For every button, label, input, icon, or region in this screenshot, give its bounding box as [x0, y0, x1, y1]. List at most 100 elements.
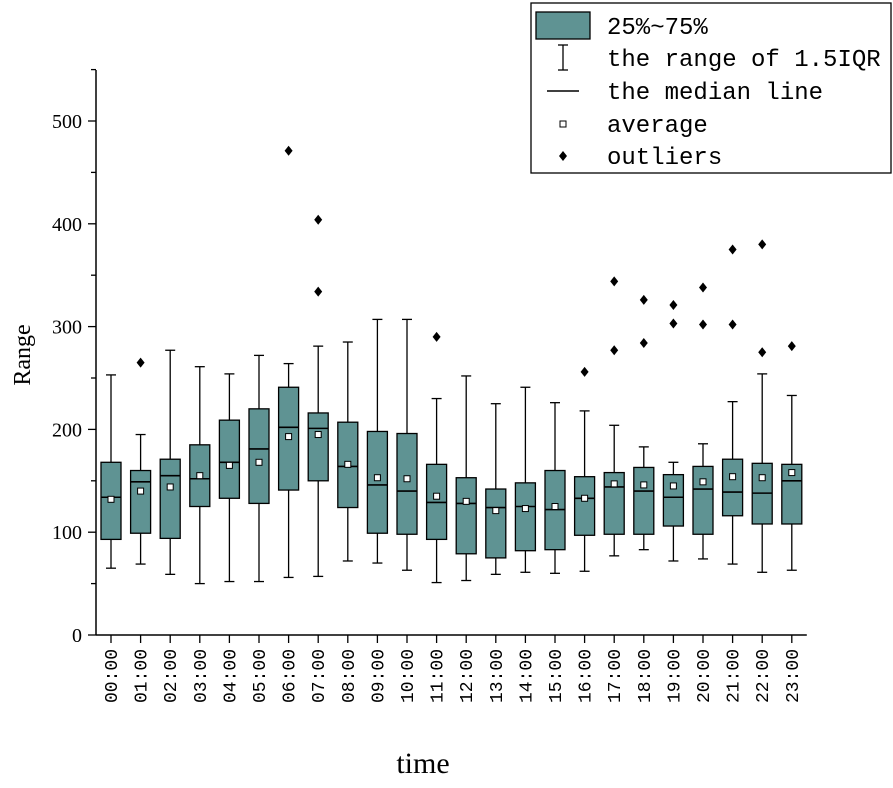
x-tick-label: 07:00 — [310, 649, 330, 703]
mean-marker — [462, 497, 470, 505]
mean-marker — [729, 473, 737, 481]
outlier-point — [314, 214, 323, 225]
box-15-00 — [544, 402, 566, 574]
iqr-box — [159, 458, 181, 540]
x-tick-label: 14:00 — [517, 649, 537, 703]
outlier-point — [669, 300, 678, 311]
x-tick-label: 20:00 — [695, 649, 715, 703]
x-tick-label: 04:00 — [221, 649, 241, 703]
iqr-box — [218, 419, 241, 499]
x-tick-label: 22:00 — [754, 649, 774, 703]
outlier-point — [314, 286, 323, 297]
iqr-box — [307, 412, 329, 482]
box-10-00 — [396, 318, 418, 571]
box-07-00 — [307, 214, 329, 578]
box-09-00 — [366, 318, 389, 564]
outlier-point — [699, 319, 707, 330]
x-tick-label: 12:00 — [458, 649, 478, 703]
box-05-00 — [248, 354, 270, 583]
box-18-00 — [633, 294, 655, 551]
mean-marker — [285, 433, 293, 441]
iqr-box — [692, 465, 714, 535]
outlier-point — [758, 239, 767, 250]
outlier-point — [787, 341, 796, 352]
box-14-00 — [514, 386, 537, 573]
x-tick-label: 03:00 — [192, 649, 212, 703]
iqr-box — [662, 473, 685, 527]
iqr-box — [248, 408, 270, 505]
mean-marker — [610, 480, 618, 488]
outlier-point — [728, 319, 737, 330]
y-tick-label: 500 — [52, 111, 82, 133]
x-tick-label: 23:00 — [784, 649, 804, 703]
outlier-point — [610, 345, 619, 356]
iqr-box — [485, 488, 507, 559]
box-11-00 — [425, 331, 448, 584]
iqr-box — [603, 471, 625, 535]
outlier-point — [639, 338, 648, 349]
x-tick-label: 09:00 — [369, 649, 389, 703]
x-tick-label: 06:00 — [281, 649, 301, 703]
mean-marker — [166, 483, 174, 491]
y-tick-label: 200 — [52, 419, 82, 441]
mean-marker — [551, 503, 559, 510]
mean-marker — [640, 481, 648, 489]
outlier-point — [610, 276, 619, 287]
legend-entry-label: the median line — [607, 80, 823, 107]
mean-marker — [225, 461, 233, 469]
outlier-point — [699, 282, 707, 293]
box-01-00 — [129, 357, 152, 565]
box-12-00 — [455, 375, 477, 582]
x-tick-label: 10:00 — [399, 649, 419, 703]
x-tick-label: 19:00 — [665, 649, 685, 703]
y-tick-label: 0 — [72, 625, 82, 647]
box-19-00 — [662, 300, 685, 562]
legend-swatch-box — [535, 11, 591, 40]
y-tick-label: 100 — [52, 522, 82, 544]
box-16-00 — [573, 366, 596, 572]
mean-marker — [699, 478, 707, 486]
legend-entry-label: 25%~75% — [607, 15, 708, 42]
iqr-box — [366, 430, 389, 534]
x-tick-label: 05:00 — [251, 649, 271, 703]
iqr-box — [129, 469, 152, 534]
iqr-box — [781, 463, 803, 525]
box-04-00 — [218, 373, 241, 583]
x-tick-label: 21:00 — [725, 649, 745, 703]
mean-marker — [196, 472, 204, 480]
box-02-00 — [159, 349, 181, 575]
iqr-box — [721, 458, 744, 517]
legend-entry-label: the range of 1.5IQR — [607, 47, 881, 74]
x-tick-label: 02:00 — [162, 649, 182, 703]
legend-frame — [530, 2, 892, 174]
y-tick-label: 300 — [52, 317, 82, 339]
legend-entry-label: outliers — [607, 145, 722, 172]
outlier-point — [580, 366, 589, 377]
legend-mean-symbol — [559, 120, 567, 128]
box-20-00 — [692, 282, 714, 560]
x-tick-label: 17:00 — [606, 649, 626, 703]
mean-marker — [492, 507, 500, 515]
mean-marker — [581, 494, 589, 502]
box-13-00 — [485, 403, 507, 575]
x-tick-label: 11:00 — [429, 649, 449, 703]
legend: 25%~75% the range of 1.5IQR the median lin… — [530, 2, 892, 174]
iqr-box — [396, 432, 418, 535]
box-21-00 — [721, 244, 744, 565]
mean-marker — [314, 431, 322, 439]
x-tick-label: 00:00 — [103, 649, 123, 703]
iqr-box — [514, 482, 537, 552]
box-06-00 — [277, 145, 300, 579]
mean-marker — [344, 460, 352, 468]
x-tick-label: 15:00 — [547, 649, 567, 703]
box-22-00 — [751, 239, 773, 573]
mean-marker — [255, 458, 263, 466]
x-tick-label: 18:00 — [636, 649, 656, 703]
iqr-box — [455, 477, 477, 555]
mean-marker — [373, 474, 381, 482]
box-03-00 — [189, 366, 211, 585]
iqr-box — [573, 476, 596, 536]
outlier-point — [284, 145, 293, 156]
x-axis-title: time — [396, 747, 449, 780]
